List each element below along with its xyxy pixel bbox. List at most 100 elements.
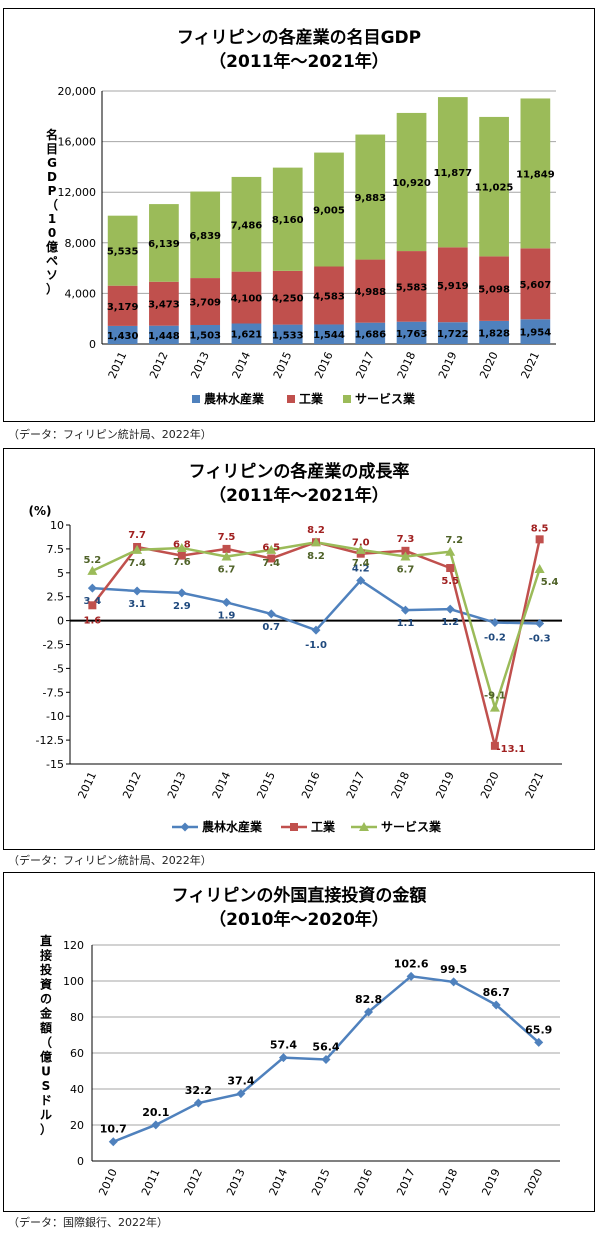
x-tick-label: 2012 [147, 350, 171, 381]
data-point [400, 605, 410, 615]
y-axis-label: 直 [40, 933, 52, 948]
data-point [355, 544, 366, 554]
data-label: 6.7 [397, 565, 415, 576]
data-label: 1,544 [313, 330, 345, 341]
data-label: 20.1 [142, 1106, 169, 1119]
legend-swatch [343, 395, 351, 403]
data-label: 3.1 [128, 599, 146, 610]
y-tick-label: 20,000 [58, 85, 97, 98]
y-axis-label: G [47, 156, 57, 170]
data-point [221, 551, 232, 561]
data-label: 8.2 [307, 551, 325, 562]
chart-title: フィリピンの各産業の名目GDP [177, 27, 421, 48]
gdp-stacked-bar-chart: フィリピンの各産業の名目GDP（2011年～2021年）名目GDP（10億ペソ）… [46, 27, 556, 406]
bar-segment [520, 248, 551, 320]
y-unit-label: (%) [29, 504, 52, 518]
x-tick-label: 2016 [312, 350, 336, 381]
y-tick-label: 0 [57, 615, 64, 628]
y-axis-label: U [41, 1065, 51, 1079]
data-label: 7.3 [397, 534, 415, 545]
data-label: 1,763 [396, 329, 428, 340]
x-tick-label: 2014 [267, 1167, 291, 1198]
data-label: 7.7 [128, 530, 146, 541]
bar-segment [149, 204, 179, 282]
data-label: 65.9 [525, 1023, 552, 1036]
data-label: 9,005 [313, 206, 345, 217]
data-label: 1,954 [520, 328, 552, 339]
data-label: 4,100 [231, 294, 263, 305]
data-label: 11,877 [434, 168, 473, 179]
data-label: 32.2 [185, 1084, 212, 1097]
data-label: 8.2 [307, 525, 325, 536]
data-point [108, 1137, 118, 1147]
chart-title: フィリピンの各産業の成長率 [189, 461, 410, 482]
chart-title: フィリピンの外国直接投資の金額 [172, 885, 427, 906]
data-point [311, 537, 321, 547]
data-label: 7.4 [262, 558, 280, 569]
bar-segment [355, 322, 386, 344]
bar-segment [520, 319, 551, 344]
data-label: 5.5 [441, 576, 459, 587]
bar-segment [355, 259, 386, 323]
bar-segment [479, 256, 509, 321]
data-label: 1,533 [272, 330, 304, 341]
data-label: 4,250 [272, 294, 304, 305]
data-point [151, 1120, 161, 1130]
x-tick-label: 2013 [188, 350, 212, 381]
x-tick-label: 2019 [433, 770, 457, 801]
data-label: 1,722 [437, 329, 469, 340]
y-axis-label: 0 [48, 226, 56, 240]
data-point [321, 1054, 331, 1064]
data-point [490, 741, 499, 750]
x-tick-label: 2017 [353, 350, 377, 381]
data-point [446, 564, 455, 573]
bar-segment [437, 97, 468, 248]
y-tick-label: -7.5 [43, 686, 64, 699]
bar-segment [149, 281, 179, 326]
y-tick-label: -10 [46, 710, 64, 723]
data-point [401, 546, 410, 555]
y-axis-label: 接 [40, 948, 52, 963]
data-label: 56.4 [312, 1040, 339, 1053]
legend-marker [290, 823, 298, 831]
bar-segment [396, 321, 427, 344]
data-label: 10,920 [392, 178, 431, 189]
y-axis-label: 億 [46, 239, 58, 254]
y-tick-label: 80 [70, 1011, 84, 1024]
data-label: 1,828 [478, 328, 510, 339]
data-point [356, 575, 366, 585]
data-label: 7.6 [173, 557, 191, 568]
legend-label: 農林水産業 [204, 391, 265, 406]
data-point [177, 551, 186, 560]
data-label: -13.1 [496, 744, 525, 755]
data-label: 57.4 [270, 1039, 297, 1052]
data-point [193, 1098, 203, 1108]
x-tick-label: 2011 [75, 770, 99, 801]
y-tick-label: 2.5 [47, 591, 65, 604]
y-tick-label: 7.5 [47, 543, 65, 556]
data-point [88, 601, 97, 610]
legend-label: サービス業 [381, 819, 442, 834]
legend-label: 農林水産業 [202, 819, 263, 834]
data-point [222, 597, 232, 607]
x-tick-label: 2015 [271, 350, 295, 381]
y-axis-label: ） [40, 1122, 52, 1137]
y-axis-label: ） [46, 281, 58, 296]
x-tick-label: 2017 [344, 770, 368, 801]
bar-segment [396, 112, 427, 252]
fdi-chart-panel: フィリピンの外国直接投資の金額 （2010年～2020年） 直接投資の金額（億 U S ド… [3, 872, 595, 1212]
gdp-source-note: （データ：フィリピン統計局、2022年） [8, 428, 212, 441]
data-label: 5.4 [541, 577, 559, 588]
y-axis-label: （ [46, 197, 58, 212]
bar-segment [190, 278, 221, 325]
fdi-line-chart: フィリピンの外国直接投資の金額 （2010年～2020年） 直接投資の金額（億USド… [39, 885, 560, 1198]
data-label: 7.5 [218, 532, 236, 543]
data-label: 37.4 [227, 1075, 254, 1088]
fdi-source-note: （データ：国際銀行、2022年） [8, 1216, 168, 1229]
bar-segment [355, 134, 386, 260]
x-tick-label: 2013 [224, 1167, 248, 1198]
y-axis-label: 資 [40, 977, 52, 992]
series-line [91, 540, 541, 712]
data-point [311, 625, 321, 635]
legend-label: 工業 [311, 819, 336, 834]
